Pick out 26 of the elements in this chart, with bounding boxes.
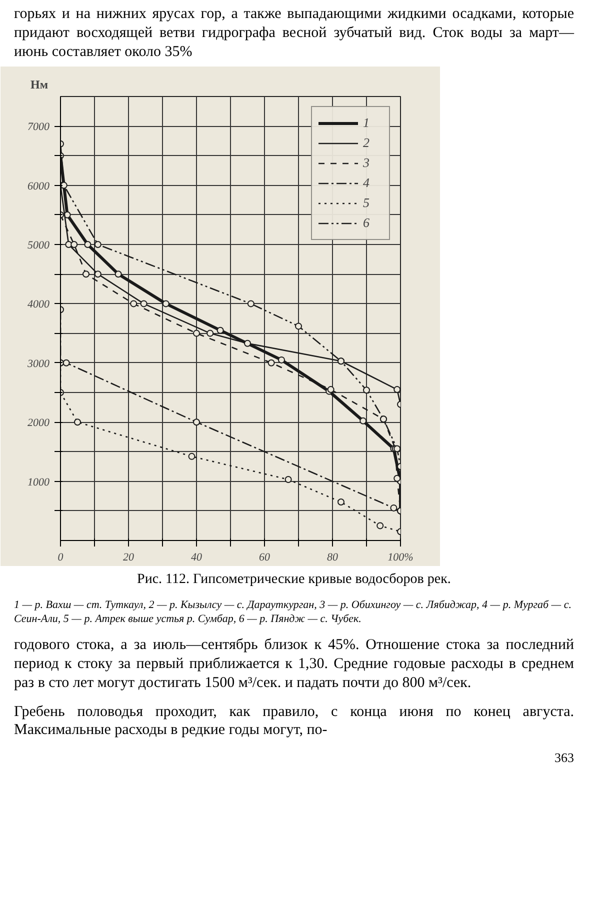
- legend-label: 2: [363, 135, 370, 152]
- text: 363: [554, 750, 574, 766]
- x-tick-label: 60: [259, 552, 270, 564]
- legend-label: 6: [363, 215, 370, 232]
- text: Гребень половодья проходит, как правило, с конца июня по конец августа. Максимальные расходы в редкие годы могут, по-: [14, 702, 574, 740]
- y-tick-label: 2000: [28, 417, 50, 430]
- legend-label: 1: [363, 115, 370, 132]
- y-tick-label: 6000: [28, 180, 50, 193]
- y-tick-label: 1000: [28, 476, 50, 489]
- x-tick-label: 20: [123, 552, 134, 564]
- y-tick-label: 7000: [28, 121, 50, 134]
- y-tick-label: 4000: [28, 298, 50, 311]
- x-tick-label: 40: [191, 552, 202, 564]
- legend-label: 3: [363, 155, 370, 172]
- y-axis-title: Нм: [30, 78, 48, 92]
- text: горьях и на нижних ярусах гор, а также выпадающими жидкими осадками, которые придают восходящей ветви гидрографа весной зубчатый вид. Сток воды за март—июнь составляет около 35%: [14, 5, 574, 62]
- x-tick-label: 0: [58, 552, 64, 564]
- text: Рис. 112. Гипсометрические кривые водосборов рек.: [137, 571, 451, 589]
- legend-label: 4: [363, 175, 370, 192]
- x-tick-label: 100%: [388, 552, 414, 564]
- text: 1 — р. Вахш — ст. Туткаул, 2 — р. Кызылсу — с. Дарауткурган, 3 — р. Обихингоу — с. Лябиджар, 4 — р. Мургаб — с. Сеин-Али, 5 — р. Атрек выше устья р. Сумбар, 6 — р. Пяндж — с. Чубек.: [14, 598, 572, 626]
- legend-label: 5: [363, 195, 370, 212]
- y-tick-label: 3000: [26, 358, 50, 370]
- text: годового стока, а за июль—сентябрь близок к 45%. Отношение стока за последний период к стоку за первый приближается к 1,30. Средние годовые расходы в среднем раз в сто лет могут достигать 1500 м³/сек. и падать почти до 800 м³/сек.: [14, 636, 574, 692]
- y-tick-label: 5000: [28, 240, 50, 252]
- x-tick-label: 80: [327, 552, 338, 564]
